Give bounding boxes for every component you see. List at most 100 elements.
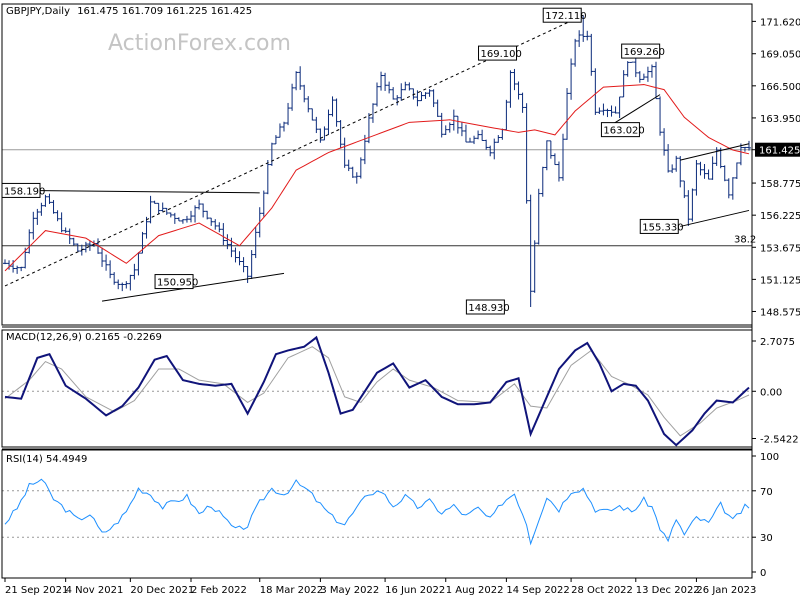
price-bar bbox=[286, 102, 291, 126]
price-bar bbox=[233, 247, 238, 263]
price-bar bbox=[318, 128, 323, 143]
price-bar bbox=[561, 133, 565, 181]
price-bar bbox=[370, 103, 375, 123]
price-bar bbox=[205, 210, 210, 220]
annotation-box bbox=[465, 299, 505, 315]
price-bar bbox=[581, 15, 586, 42]
price-bar bbox=[120, 282, 125, 292]
price-bar bbox=[310, 108, 315, 121]
annotation-box bbox=[478, 45, 518, 61]
price-bar bbox=[47, 193, 52, 204]
price-bar bbox=[710, 156, 715, 180]
price-bar bbox=[100, 247, 105, 267]
current-price-box bbox=[755, 142, 800, 157]
price-bar bbox=[439, 112, 444, 138]
price-bar bbox=[19, 266, 24, 272]
price-annotation: 172.110 bbox=[542, 7, 587, 23]
price-bar bbox=[666, 144, 671, 173]
price-bar bbox=[552, 153, 557, 166]
price-bar bbox=[613, 106, 618, 114]
price-bar bbox=[245, 266, 250, 284]
price-annotation: 169.100 bbox=[478, 45, 522, 61]
price-bar bbox=[209, 217, 214, 226]
price-bar bbox=[31, 211, 36, 240]
price-tick-label: 171.620 bbox=[760, 17, 800, 28]
price-bar bbox=[354, 172, 359, 184]
annotation-label: 148.930 bbox=[468, 303, 509, 314]
rsi-tick-label: 100 bbox=[760, 452, 779, 463]
price-bar bbox=[544, 140, 549, 171]
price-bar bbox=[314, 116, 319, 134]
price-bar bbox=[298, 66, 303, 90]
price-bar bbox=[273, 135, 278, 145]
price-bar bbox=[249, 250, 254, 279]
price-bar bbox=[322, 126, 327, 141]
price-bar bbox=[734, 162, 739, 180]
date-tick-label: 2 Feb 2022 bbox=[191, 585, 247, 596]
dashed-trendline bbox=[4, 14, 584, 287]
price-bar bbox=[379, 71, 384, 91]
price-bar bbox=[629, 61, 634, 63]
ohlc-readout: 161.475 161.709 161.225 161.425 bbox=[77, 6, 252, 17]
price-bar bbox=[237, 251, 242, 266]
date-tick-label: 20 Dec 2021 bbox=[130, 585, 194, 596]
annotation-label: 158.190 bbox=[4, 186, 45, 197]
price-bar bbox=[423, 92, 428, 99]
price-bar bbox=[193, 205, 198, 223]
price-bar bbox=[59, 212, 64, 233]
price-bar bbox=[213, 219, 218, 230]
rsi-panel: RSI(14) 54.4949 100 70 30 0 bbox=[2, 452, 779, 579]
price-bar bbox=[431, 89, 436, 108]
price-bar bbox=[722, 165, 727, 182]
date-tick-label: 4 Nov 2021 bbox=[66, 585, 124, 596]
macd-line bbox=[4, 335, 750, 447]
macd-tick-label: 2.7075 bbox=[760, 337, 795, 348]
price-bar bbox=[253, 226, 258, 259]
trendline bbox=[680, 143, 750, 161]
price-bar bbox=[411, 88, 416, 100]
price-bar bbox=[302, 84, 307, 103]
price-bar bbox=[597, 107, 602, 114]
price-bar bbox=[164, 207, 169, 215]
price-bar bbox=[112, 272, 117, 285]
fibonacci-38-label: 38.2 bbox=[734, 235, 756, 246]
price-bar bbox=[625, 61, 630, 77]
price-bar bbox=[415, 90, 420, 107]
price-bar bbox=[172, 212, 177, 224]
price-bar bbox=[168, 212, 173, 218]
watermark-text: ActionForex.com bbox=[108, 31, 291, 56]
price-bar bbox=[342, 137, 347, 168]
price-bar bbox=[577, 30, 582, 47]
rsi-tick-label: 70 bbox=[760, 487, 773, 498]
price-bar bbox=[468, 137, 472, 143]
price-bar bbox=[605, 108, 610, 118]
price-bar bbox=[593, 68, 598, 115]
price-bar bbox=[391, 87, 396, 100]
price-bar bbox=[516, 81, 521, 100]
price-bar bbox=[476, 130, 481, 140]
price-bar bbox=[217, 222, 222, 233]
price-bar bbox=[641, 73, 646, 80]
price-bar bbox=[645, 66, 650, 82]
price-bar bbox=[536, 188, 541, 245]
price-bar bbox=[512, 68, 517, 91]
price-bar bbox=[338, 120, 343, 149]
price-bar bbox=[686, 190, 691, 226]
price-tick-label: 158.775 bbox=[760, 179, 800, 190]
price-bar bbox=[670, 164, 675, 174]
price-bar bbox=[435, 99, 440, 117]
price-tick-label: 166.500 bbox=[760, 82, 800, 93]
annotation-label: 169.100 bbox=[481, 49, 522, 60]
price-bar bbox=[197, 199, 202, 210]
price-bar bbox=[350, 166, 355, 178]
price-bar bbox=[488, 145, 493, 157]
price-bar bbox=[621, 70, 626, 98]
price-bar bbox=[51, 200, 56, 214]
symbol-label: GBPJPY,Daily bbox=[6, 6, 70, 17]
price-bar bbox=[484, 139, 489, 150]
macd-panel: MACD(12,26,9) 0.2165 -0.2269 2.7075 0.00 -… bbox=[2, 332, 799, 447]
annotation-label: 163.020 bbox=[603, 126, 644, 137]
price-annotation: 155.330 bbox=[639, 218, 684, 234]
trendline bbox=[680, 209, 750, 227]
